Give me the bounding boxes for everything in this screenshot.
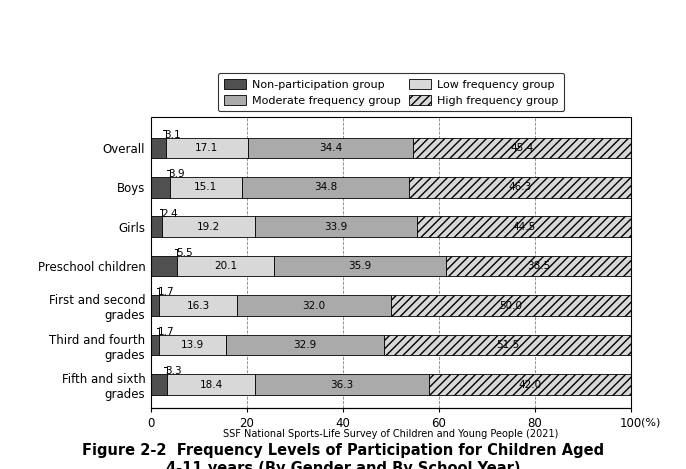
Text: 51.5: 51.5 <box>496 340 519 350</box>
Text: (%): (%) <box>641 417 660 427</box>
Bar <box>151 335 159 356</box>
Text: 32.9: 32.9 <box>293 340 316 350</box>
Bar <box>255 374 429 395</box>
Text: 46.3: 46.3 <box>509 182 532 192</box>
Bar <box>410 177 632 197</box>
Bar <box>151 217 163 237</box>
Text: 15.1: 15.1 <box>194 182 217 192</box>
Text: 35.9: 35.9 <box>348 261 372 271</box>
Text: 1.7: 1.7 <box>158 287 174 297</box>
Bar <box>159 295 237 316</box>
Text: 3.1: 3.1 <box>165 129 181 140</box>
Bar <box>163 217 255 237</box>
Text: 32.0: 32.0 <box>303 301 326 310</box>
Text: 5.5: 5.5 <box>176 248 193 258</box>
Bar <box>226 335 384 356</box>
Text: 19.2: 19.2 <box>197 222 220 232</box>
Bar <box>166 137 248 158</box>
Bar <box>384 335 631 356</box>
Bar <box>447 256 631 276</box>
Text: 36.3: 36.3 <box>331 379 354 390</box>
Text: 33.9: 33.9 <box>324 222 348 232</box>
Text: 13.9: 13.9 <box>181 340 204 350</box>
Text: 1.7: 1.7 <box>158 327 174 337</box>
Text: 20.1: 20.1 <box>214 261 237 271</box>
Text: 18.4: 18.4 <box>200 379 222 390</box>
Text: 38.5: 38.5 <box>527 261 550 271</box>
Bar <box>151 295 159 316</box>
Text: 3.3: 3.3 <box>165 366 182 377</box>
Text: 34.8: 34.8 <box>314 182 338 192</box>
Bar <box>237 295 391 316</box>
Bar <box>413 137 631 158</box>
Text: 4-11 years (By Gender and By School Year): 4-11 years (By Gender and By School Year… <box>166 461 520 469</box>
Text: 3.9: 3.9 <box>168 169 185 179</box>
Bar <box>151 374 167 395</box>
Bar <box>151 117 631 408</box>
Text: 2.4: 2.4 <box>161 209 178 219</box>
Bar <box>417 217 631 237</box>
Bar <box>255 217 417 237</box>
Bar <box>151 177 169 197</box>
Bar <box>151 256 177 276</box>
Legend: Non-participation group, Moderate frequency group, Low frequency group, High fre: Non-participation group, Moderate freque… <box>218 73 564 112</box>
Bar <box>429 374 631 395</box>
Text: Figure 2-2  Frequency Levels of Participation for Children Aged: Figure 2-2 Frequency Levels of Participa… <box>82 443 604 458</box>
Text: 45.4: 45.4 <box>510 143 534 153</box>
Text: 44.5: 44.5 <box>512 222 536 232</box>
Bar <box>177 256 274 276</box>
Text: SSF National Sports-Life Survey of Children and Young People (2021): SSF National Sports-Life Survey of Child… <box>224 429 558 439</box>
Bar <box>391 295 631 316</box>
Bar <box>248 137 413 158</box>
Bar <box>151 137 166 158</box>
Bar <box>167 374 255 395</box>
Text: 17.1: 17.1 <box>196 143 218 153</box>
Bar <box>169 177 242 197</box>
Text: 34.4: 34.4 <box>319 143 342 153</box>
Text: 16.3: 16.3 <box>187 301 210 310</box>
Bar <box>274 256 447 276</box>
Text: 42.0: 42.0 <box>519 379 542 390</box>
Bar <box>159 335 226 356</box>
Text: 50.0: 50.0 <box>499 301 523 310</box>
Bar <box>242 177 410 197</box>
